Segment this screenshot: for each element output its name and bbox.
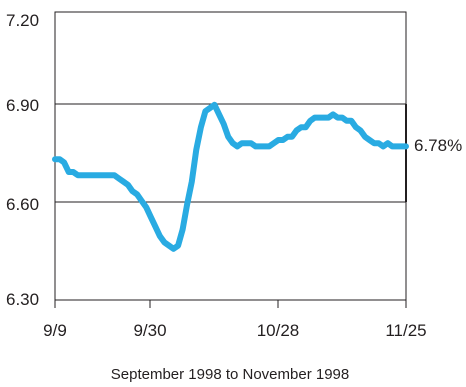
x-tick-label: 11/25 xyxy=(385,321,426,340)
y-tick-label: 6.30 xyxy=(6,290,39,309)
end-value-label: 6.78% xyxy=(414,136,462,155)
x-tick-label: 9/30 xyxy=(133,321,166,340)
plot-frame xyxy=(54,11,407,301)
x-tick-label: 10/28 xyxy=(257,321,300,340)
y-tick-label: 7.20 xyxy=(6,11,39,30)
y-tick-label: 6.60 xyxy=(6,195,39,214)
y-tick-label: 6.90 xyxy=(6,96,39,115)
x-tick-label: 9/9 xyxy=(43,321,67,340)
x-axis-title: September 1998 to November 1998 xyxy=(111,366,349,383)
series-line xyxy=(52,101,409,252)
